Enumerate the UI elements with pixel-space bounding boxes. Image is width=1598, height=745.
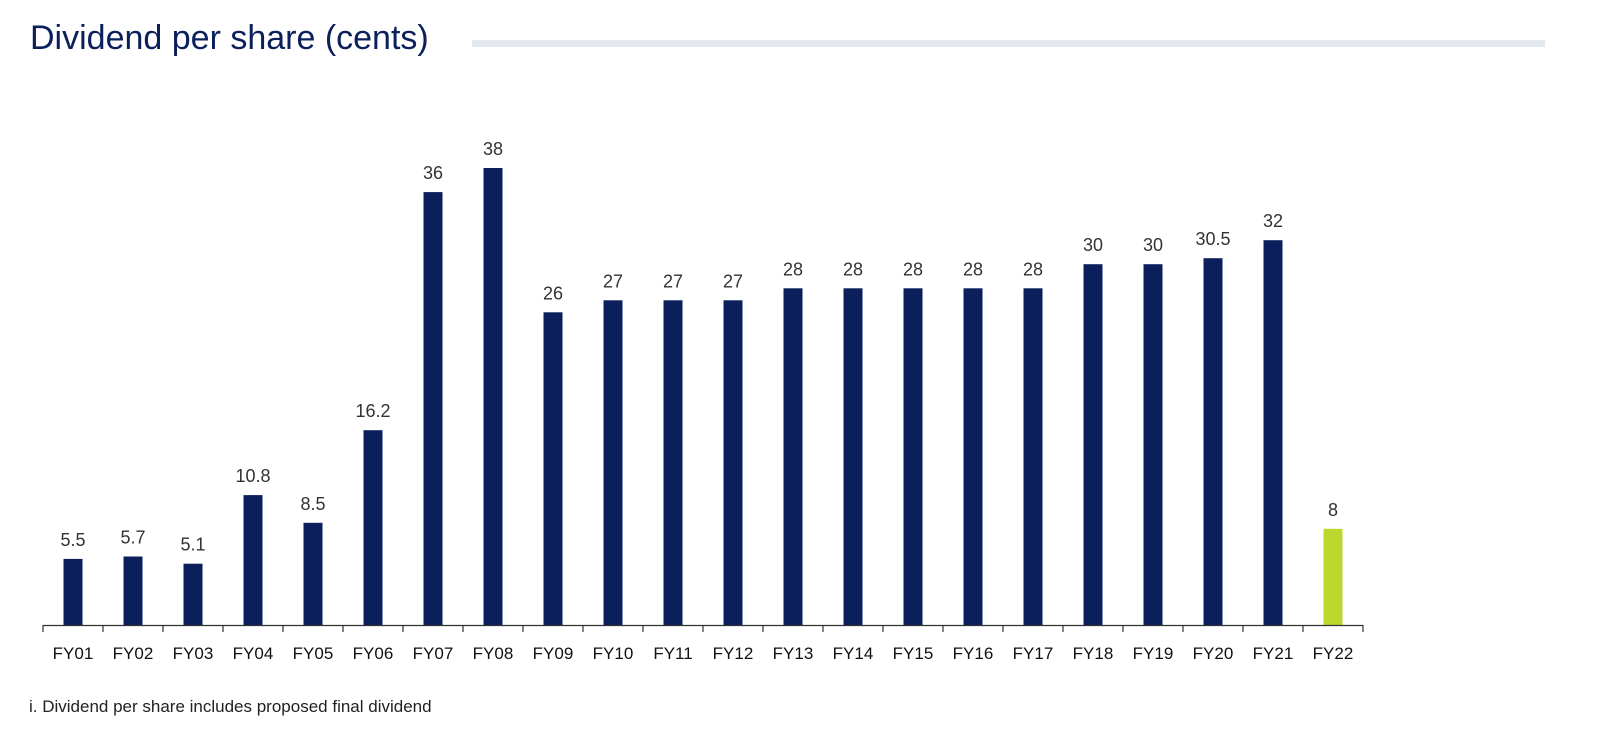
bar-fy09 [543,312,563,625]
bar-fy17 [1023,288,1043,625]
data-label-fy18: 30 [1083,235,1103,255]
x-tick-label-fy10: FY10 [593,644,634,663]
chart-header: Dividend per share (cents) [30,14,1575,64]
bar-fy21 [1263,240,1283,625]
data-label-fy22: 8 [1328,500,1338,520]
x-tick-label-fy07: FY07 [413,644,454,663]
data-label-fy15: 28 [903,259,923,279]
x-tick-label-fy06: FY06 [353,644,394,663]
x-tick-label-fy09: FY09 [533,644,574,663]
bar-fy15 [903,288,923,625]
bar-fy18 [1083,264,1103,625]
data-label-fy02: 5.7 [120,528,145,548]
x-tick-label-fy14: FY14 [833,644,874,663]
x-tick-label-fy02: FY02 [113,644,154,663]
data-label-fy04: 10.8 [235,466,270,486]
x-tick-label-fy15: FY15 [893,644,934,663]
bar-fy11 [663,300,683,625]
x-tick-label-fy05: FY05 [293,644,334,663]
bar-fy02 [123,556,143,626]
bar-fy22 [1323,528,1343,625]
data-label-fy13: 28 [783,259,803,279]
x-tick-label-fy19: FY19 [1133,644,1174,663]
data-label-fy11: 27 [663,271,683,291]
x-tick-label-fy16: FY16 [953,644,994,663]
data-label-fy21: 32 [1263,211,1283,231]
x-tick-label-fy03: FY03 [173,644,214,663]
bar-fy14 [843,288,863,625]
page-title: Dividend per share (cents) [30,19,429,57]
data-label-fy12: 27 [723,271,743,291]
data-label-fy20: 30.5 [1195,229,1230,249]
x-tick-label-fy22: FY22 [1313,644,1354,663]
x-tick-label-fy18: FY18 [1073,644,1114,663]
x-tick-label-fy17: FY17 [1013,644,1054,663]
bar-fy08 [483,168,503,625]
data-label-fy06: 16.2 [355,401,390,421]
x-tick-label-fy13: FY13 [773,644,814,663]
data-label-fy01: 5.5 [60,530,85,550]
data-label-fy19: 30 [1143,235,1163,255]
data-label-fy07: 36 [423,163,443,183]
data-label-fy10: 27 [603,271,623,291]
bar-fy12 [723,300,743,625]
x-tick-label-fy20: FY20 [1193,644,1234,663]
footnote: i. Dividend per share includes proposed … [29,697,432,716]
bar-fy06 [363,430,383,625]
x-tick-label-fy01: FY01 [53,644,94,663]
bar-fy10 [603,300,623,625]
x-tick-label-fy21: FY21 [1253,644,1294,663]
data-label-fy09: 26 [543,283,563,303]
x-tick-label-fy11: FY11 [653,644,692,663]
data-label-fy17: 28 [1023,259,1043,279]
bar-fy20 [1203,258,1223,625]
title-divider [472,40,1545,47]
data-label-fy14: 28 [843,259,863,279]
bar-fy19 [1143,264,1163,625]
data-label-fy03: 5.1 [180,535,205,555]
data-label-fy08: 38 [483,139,503,159]
bar-fy16 [963,288,983,625]
bar-fy03 [183,563,203,625]
x-tick-label-fy04: FY04 [233,644,274,663]
bar-fy07 [423,192,443,625]
bar-fy13 [783,288,803,625]
bar-fy01 [63,558,83,625]
bar-fy04 [243,495,263,625]
x-tick-label-fy08: FY08 [473,644,514,663]
bar-fy05 [303,522,323,625]
data-label-fy05: 8.5 [300,494,325,514]
x-tick-label-fy12: FY12 [713,644,754,663]
data-label-fy16: 28 [963,259,983,279]
